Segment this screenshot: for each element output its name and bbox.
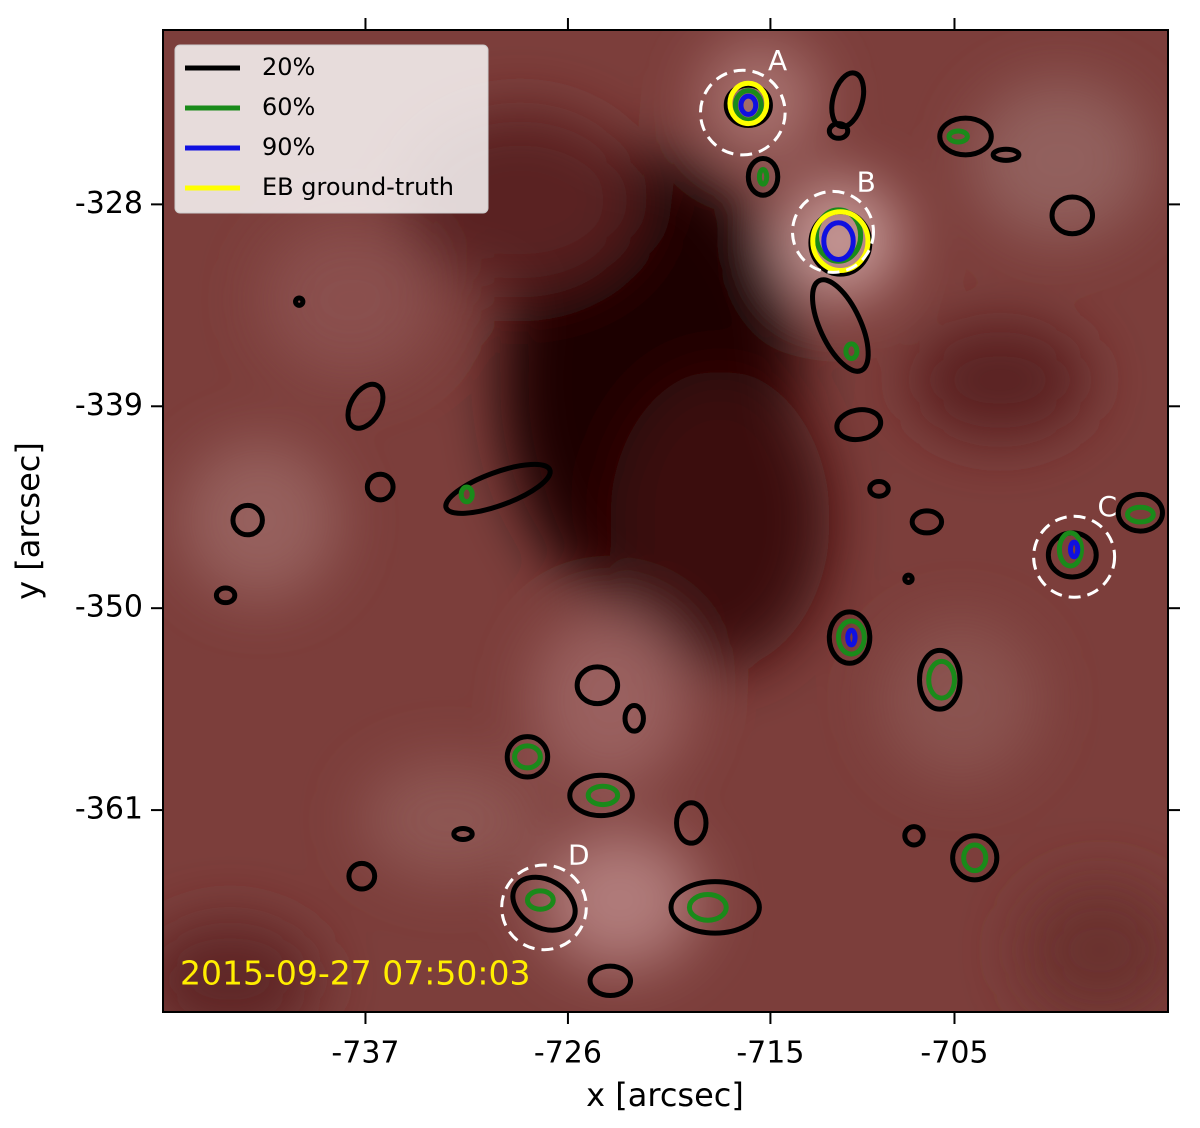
- contour: [902, 824, 926, 848]
- contour: [510, 874, 578, 933]
- contour: [826, 121, 851, 141]
- annotation-circle: [698, 68, 787, 157]
- annotation-label: A: [768, 44, 787, 77]
- contour: [443, 461, 553, 516]
- contour: [346, 860, 378, 892]
- annotation-label: C: [1098, 490, 1118, 523]
- contour: [364, 471, 396, 503]
- contour: [926, 658, 957, 701]
- solar-image: [163, 30, 1168, 1012]
- contour: [810, 209, 871, 273]
- contour: [504, 734, 551, 780]
- contour: [836, 618, 867, 657]
- contour: [213, 585, 238, 606]
- contour-layer: A B C D: [213, 44, 1165, 998]
- annotation-label: B: [857, 165, 876, 198]
- timestamp: 2015-09-27 07:50:03: [180, 954, 530, 993]
- contour: [451, 825, 475, 842]
- plot-layer: A B C D -737 -726 -715 -705 -328 -339 -350 -361 2015…: [75, 18, 1180, 1071]
- contour: [909, 508, 945, 536]
- annotation-circle: [1032, 514, 1117, 599]
- contour: [674, 800, 709, 846]
- y-tick-label: -350: [75, 590, 143, 625]
- legend: 20% 60% 90% EB ground-truth: [174, 44, 489, 214]
- contour: [821, 220, 856, 262]
- contour: [937, 115, 994, 158]
- annotation-label: D: [568, 839, 590, 872]
- x-tick-label: -726: [534, 1036, 602, 1071]
- contour: [950, 833, 1000, 883]
- contour: [829, 70, 867, 130]
- legend-box: [174, 44, 489, 214]
- y-tick-label: -339: [75, 388, 143, 423]
- y-tick-label: -361: [75, 792, 143, 827]
- contour: [345, 381, 386, 431]
- x-tick-label: -715: [736, 1036, 804, 1071]
- x-tick-label: -705: [920, 1036, 988, 1071]
- contour: [902, 572, 915, 585]
- contour: [686, 892, 729, 923]
- contour: [732, 88, 764, 123]
- legend-label: 60%: [262, 93, 315, 121]
- contour: [867, 479, 891, 499]
- annotation-circle: [500, 863, 588, 952]
- contour: [826, 609, 873, 666]
- contour: [961, 842, 989, 874]
- contour: [738, 93, 759, 117]
- contour: [567, 772, 635, 819]
- plot-frame: [162, 29, 1169, 1013]
- annotation-circle: [791, 189, 875, 274]
- contour: [1115, 491, 1165, 534]
- legend-label: EB ground-truth: [262, 173, 454, 201]
- contour: [230, 502, 265, 538]
- contour: [1067, 539, 1081, 560]
- contour: [1049, 194, 1096, 237]
- x-tick-label: -737: [331, 1036, 399, 1071]
- contour: [524, 888, 556, 912]
- contour: [1125, 504, 1156, 525]
- y-tick-label: -328: [75, 186, 143, 221]
- contour: [512, 743, 543, 771]
- contour: [1056, 530, 1084, 569]
- contour: [293, 295, 306, 308]
- legend-label: 90%: [262, 133, 315, 161]
- legend-label: 20%: [262, 53, 315, 81]
- contour: [990, 146, 1022, 163]
- contour: [622, 702, 646, 734]
- y-axis-label: y [arcsec]: [9, 442, 47, 600]
- contour: [745, 155, 781, 198]
- contour: [458, 484, 475, 505]
- contour: [834, 407, 884, 443]
- contour: [810, 277, 871, 374]
- contour: [727, 80, 770, 127]
- contour: [845, 627, 858, 648]
- contour: [585, 783, 621, 808]
- contour: [917, 647, 963, 712]
- contour: [668, 879, 762, 936]
- contour: [946, 128, 970, 145]
- contour: [587, 963, 634, 998]
- x-axis-label: x [arcsec]: [586, 1076, 744, 1114]
- contour: [756, 166, 770, 187]
- contour: [843, 341, 860, 362]
- contour: [574, 664, 621, 707]
